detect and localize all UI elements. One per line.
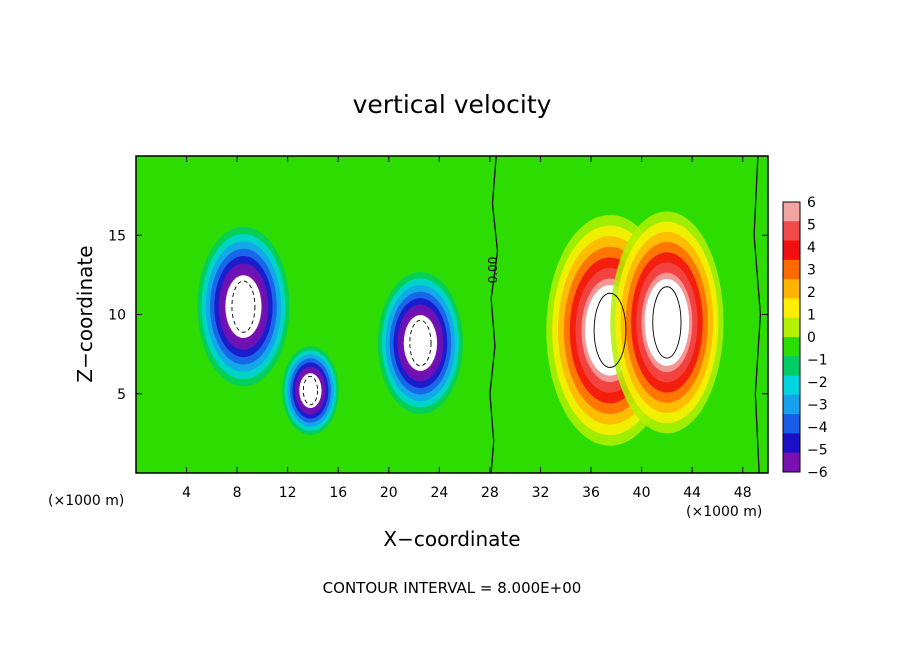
- x-axis-ticks: 4 8 12 16 20 24 28 32 36 40 44 48: [182, 156, 752, 501]
- x-tick-label: 44: [683, 485, 701, 501]
- colorbar-frame: [782, 201, 801, 473]
- colorbar-label: −6: [807, 465, 828, 481]
- zero-contour-line-right: [753, 156, 762, 473]
- field-core-1: [299, 373, 322, 409]
- colorbar-label: 5: [807, 218, 816, 234]
- field-core-2: [403, 315, 438, 371]
- colorbar-swatch: [783, 414, 800, 434]
- x-unit-label-left: (×1000 m): [48, 493, 124, 509]
- y-tick-label: 15: [108, 228, 126, 244]
- colorbar-label: −3: [807, 398, 828, 414]
- colorbar-label: −1: [807, 353, 828, 369]
- x-tick-label: 20: [380, 485, 398, 501]
- x-unit-label-right: (×1000 m): [686, 504, 762, 520]
- x-tick-label: 8: [233, 485, 242, 501]
- contour-label: 0.00: [486, 257, 500, 284]
- velocity-field: [136, 156, 768, 473]
- colorbar-swatch: [783, 337, 800, 357]
- x-tick-label: 40: [633, 485, 651, 501]
- colorbar-swatch: [783, 298, 800, 319]
- colorbar-swatch: [783, 394, 800, 415]
- colorbar-label: 3: [807, 263, 816, 279]
- field-core-4: [644, 278, 690, 367]
- core-contour-0: [231, 280, 256, 333]
- core-contour-3: [593, 292, 627, 368]
- colorbar-swatch: [783, 433, 800, 454]
- zero-contours: [231, 156, 762, 473]
- colorbar-label: 2: [807, 285, 816, 301]
- colorbar-label: −4: [807, 420, 828, 436]
- x-tick-label: 48: [734, 485, 752, 501]
- colorbar-label: 4: [807, 240, 816, 256]
- colorbar-swatch: [783, 279, 800, 299]
- colorbar-swatch: [783, 317, 800, 338]
- chart-title: vertical velocity: [353, 90, 552, 119]
- x-axis-label: X−coordinate: [383, 527, 520, 551]
- x-tick-label: 36: [582, 485, 600, 501]
- zero-contour-line: [489, 156, 499, 473]
- colorbar-swatch: [783, 356, 800, 377]
- colorbar-swatch: [783, 259, 800, 280]
- y-axis-label: Z−coordinate: [73, 245, 97, 382]
- colorbar-label: −2: [807, 375, 828, 391]
- colorbar-swatch: [783, 452, 800, 473]
- y-tick-label: 10: [108, 308, 126, 324]
- core-contour-2: [409, 319, 432, 367]
- x-tick-label: 12: [279, 485, 297, 501]
- colorbar: 6 5 4 3 2 1 0 −1 −2 −3 −4 −5 −6: [782, 195, 828, 481]
- contour-interval-note: CONTOUR INTERVAL = 8.000E+00: [323, 579, 582, 597]
- x-tick-label: 4: [182, 485, 191, 501]
- colorbar-label: −5: [807, 443, 828, 459]
- x-tick-label: 28: [481, 485, 499, 501]
- x-tick-label: 32: [532, 485, 550, 501]
- field-core-0: [225, 275, 262, 338]
- y-axis-ticks: 5 10 15: [108, 228, 768, 403]
- colorbar-label: 1: [807, 308, 816, 324]
- colorbar-label: 0: [807, 330, 816, 346]
- x-tick-label: 24: [430, 485, 448, 501]
- colorbar-label: 6: [807, 195, 816, 211]
- colorbar-swatch: [783, 240, 800, 261]
- y-tick-label: 5: [117, 387, 126, 403]
- core-contour-4: [652, 286, 682, 359]
- core-contour-1: [302, 375, 318, 406]
- colorbar-swatch: [783, 221, 800, 242]
- x-tick-label: 16: [329, 485, 347, 501]
- colorbar-swatch: [783, 375, 800, 396]
- colorbar-swatch: [783, 202, 800, 222]
